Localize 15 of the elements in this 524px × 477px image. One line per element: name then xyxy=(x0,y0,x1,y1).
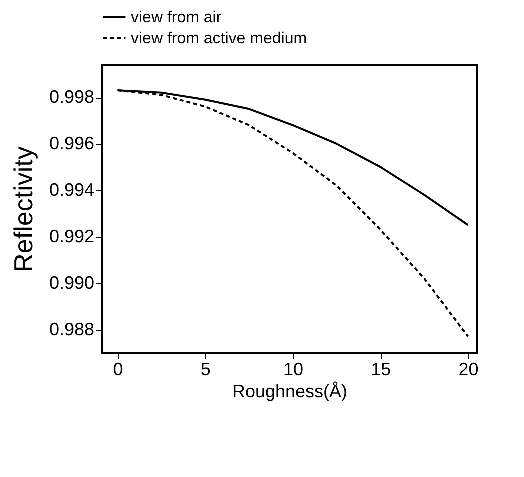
y-tick-label: 0.990 xyxy=(49,272,94,293)
x-tick-label: 10 xyxy=(283,360,304,380)
y-tick-label: 0.998 xyxy=(49,87,94,108)
x-tick-label: 0 xyxy=(113,360,124,380)
y-tick-label: 0.994 xyxy=(49,180,94,200)
x-tick-label: 20 xyxy=(458,360,479,380)
legend-label: view from air xyxy=(131,10,222,26)
legend-label: view from active medium xyxy=(131,30,308,48)
y-tick-label: 0.988 xyxy=(49,319,94,340)
y-tick-label: 0.992 xyxy=(49,226,94,246)
x-tick-label: 5 xyxy=(200,360,211,380)
x-tick-label: 15 xyxy=(371,360,392,380)
y-tick-label: 0.996 xyxy=(49,133,94,154)
x-axis-title: Roughness(Å) xyxy=(232,382,348,402)
y-axis-title: Reflectivity xyxy=(8,146,38,272)
